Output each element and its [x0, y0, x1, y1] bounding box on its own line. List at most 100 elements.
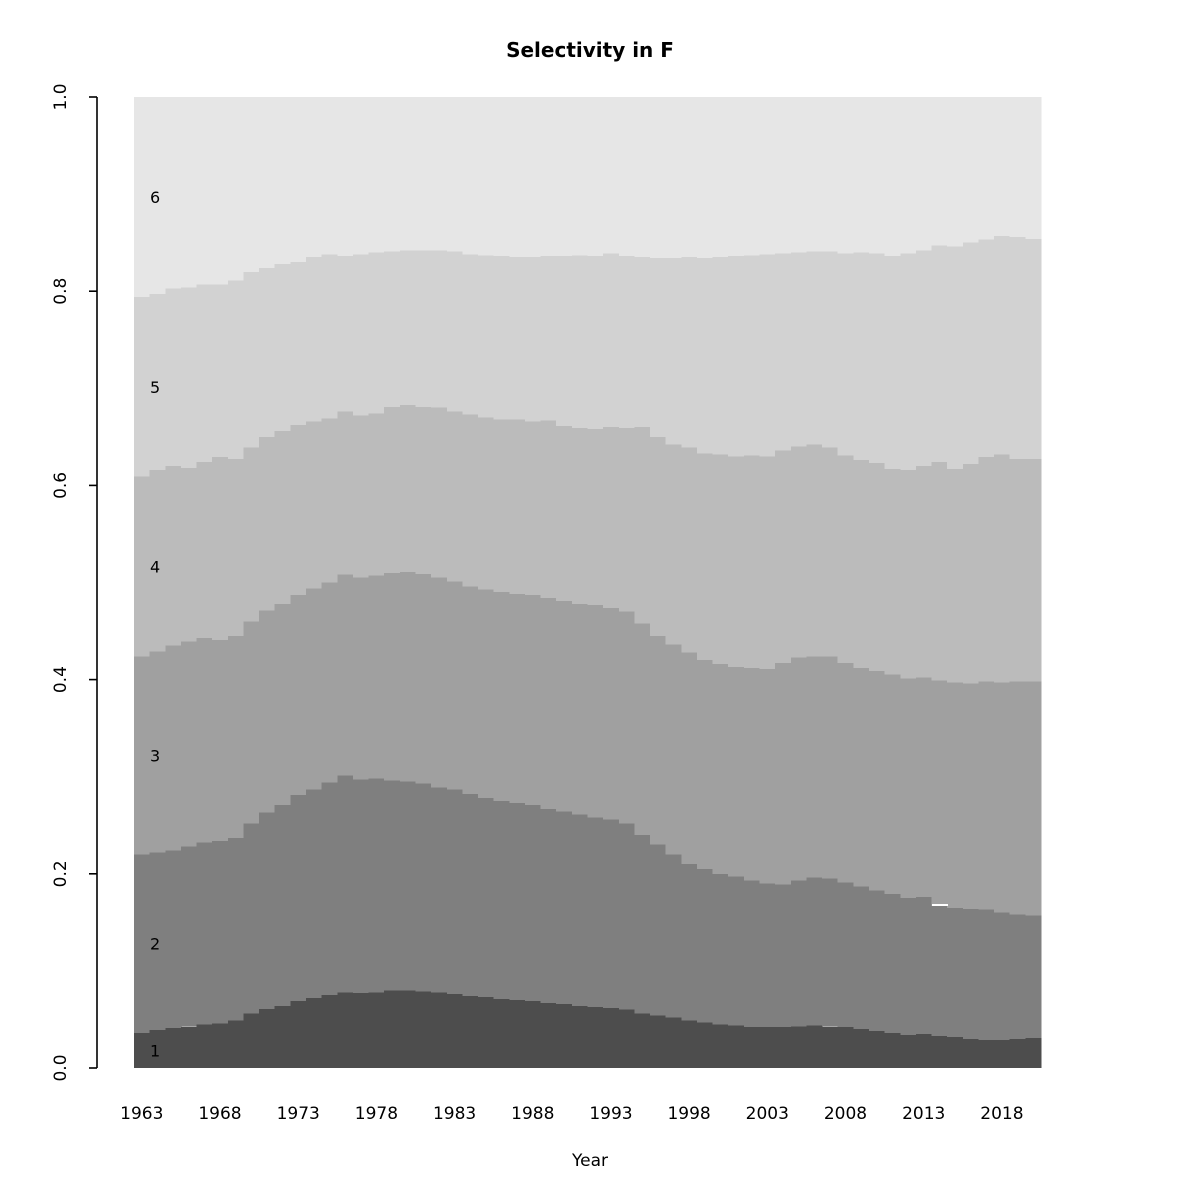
band-2-segment	[994, 912, 1011, 1040]
band-6-segment	[806, 97, 823, 252]
band-1-segment	[681, 1020, 698, 1068]
band-1-segment	[384, 990, 401, 1068]
band-1-segment	[509, 1000, 526, 1068]
band-2-segment	[868, 890, 886, 1032]
band-4-segment	[931, 462, 948, 681]
band-4-segment	[978, 457, 995, 682]
band-4-segment	[759, 456, 776, 669]
band-1-segment	[900, 1034, 917, 1068]
band-5-segment	[759, 254, 776, 457]
band-1-segment	[415, 991, 432, 1068]
band-1-segment	[337, 992, 354, 1068]
band-2-segment	[884, 894, 901, 1034]
band-5-segment	[900, 253, 917, 470]
band-2-segment	[478, 798, 495, 998]
band-5-segment	[1009, 236, 1026, 460]
band-1-segment	[743, 1027, 761, 1068]
band-1-segment	[243, 1013, 260, 1068]
x-tick-label: 2013	[902, 1104, 945, 1124]
band-5-segment	[399, 250, 417, 405]
band-2-segment	[196, 842, 213, 1025]
band-3-segment	[587, 604, 604, 818]
band-5-segment	[728, 256, 745, 457]
band-3-segment	[368, 575, 385, 779]
band-6-segment	[712, 97, 729, 258]
band-6-segment	[384, 97, 401, 252]
band-3-segment	[915, 677, 933, 898]
band-3-segment	[634, 623, 651, 835]
band-6-segment	[509, 97, 526, 258]
y-tick-label: 0.4	[51, 666, 71, 693]
band-1-segment	[149, 1030, 166, 1068]
band-6-segment	[696, 97, 714, 259]
band-4-segment	[540, 420, 557, 599]
band-label-2: 2	[150, 935, 160, 954]
band-2-segment	[634, 834, 651, 1014]
band-label-3: 3	[150, 746, 160, 765]
band-1-segment	[1025, 1037, 1042, 1068]
band-1-segment	[759, 1027, 776, 1068]
band-1-segment	[165, 1028, 182, 1068]
band-4-segment	[618, 428, 636, 612]
band-5-segment	[931, 245, 948, 463]
band-1-segment	[806, 1025, 823, 1068]
band-3-segment	[509, 594, 526, 803]
band-2-segment	[603, 819, 620, 1008]
band-5-segment	[431, 250, 448, 408]
band-2-segment	[540, 808, 557, 1003]
band-5-segment	[196, 284, 213, 463]
band-4-segment	[947, 468, 964, 683]
band-4-segment	[790, 446, 808, 658]
y-tick-label: 0.0	[51, 1054, 71, 1081]
band-4-segment	[478, 417, 495, 590]
band-5-segment	[1025, 238, 1042, 460]
x-tick-label: 2018	[980, 1104, 1023, 1124]
band-6-segment	[994, 97, 1011, 236]
band-label-6: 6	[150, 188, 160, 207]
band-6-segment	[837, 97, 854, 254]
band-4-segment	[994, 454, 1011, 683]
band-2-segment	[743, 880, 761, 1028]
band-4-segment	[837, 455, 854, 664]
band-5-segment	[540, 256, 557, 421]
band-6-segment	[978, 97, 995, 240]
band-3-segment	[290, 595, 307, 796]
band-1-segment	[431, 992, 448, 1068]
band-5-segment	[743, 255, 761, 456]
band-3-segment	[384, 572, 401, 781]
band-6-segment	[650, 97, 667, 259]
band-3-segment	[524, 595, 542, 805]
band-1-segment	[524, 1001, 542, 1068]
band-3-segment	[837, 663, 854, 883]
band-1-segment	[1009, 1038, 1026, 1068]
band-5-segment	[994, 235, 1011, 455]
band-2-segment	[524, 804, 542, 1001]
band-6-segment	[556, 97, 573, 257]
band-5-segment	[384, 251, 401, 407]
band-3-segment	[352, 577, 370, 780]
band-6-segment	[728, 97, 745, 257]
band-5-segment	[321, 254, 338, 419]
band-2-segment	[493, 800, 510, 1000]
band-4-segment	[352, 415, 370, 578]
band-4-segment	[743, 455, 761, 668]
band-1-segment	[180, 1026, 198, 1068]
band-1-segment	[227, 1020, 245, 1068]
band-4-segment	[227, 459, 245, 636]
band-1-segment	[274, 1005, 291, 1068]
band-6-segment	[399, 97, 417, 251]
band-1-segment	[837, 1027, 854, 1068]
band-6-segment	[368, 97, 385, 253]
band-3-segment	[493, 592, 510, 801]
band-3-segment	[321, 582, 338, 783]
band-3-segment	[337, 574, 354, 776]
band-5-segment	[571, 255, 589, 429]
band-2-segment	[978, 909, 995, 1040]
band-1-segment	[352, 993, 370, 1068]
band-2-segment	[352, 779, 370, 994]
band-5-segment	[853, 252, 870, 461]
band-6-segment	[290, 97, 307, 263]
band-3-segment	[603, 607, 620, 820]
band-3-segment	[759, 668, 776, 884]
